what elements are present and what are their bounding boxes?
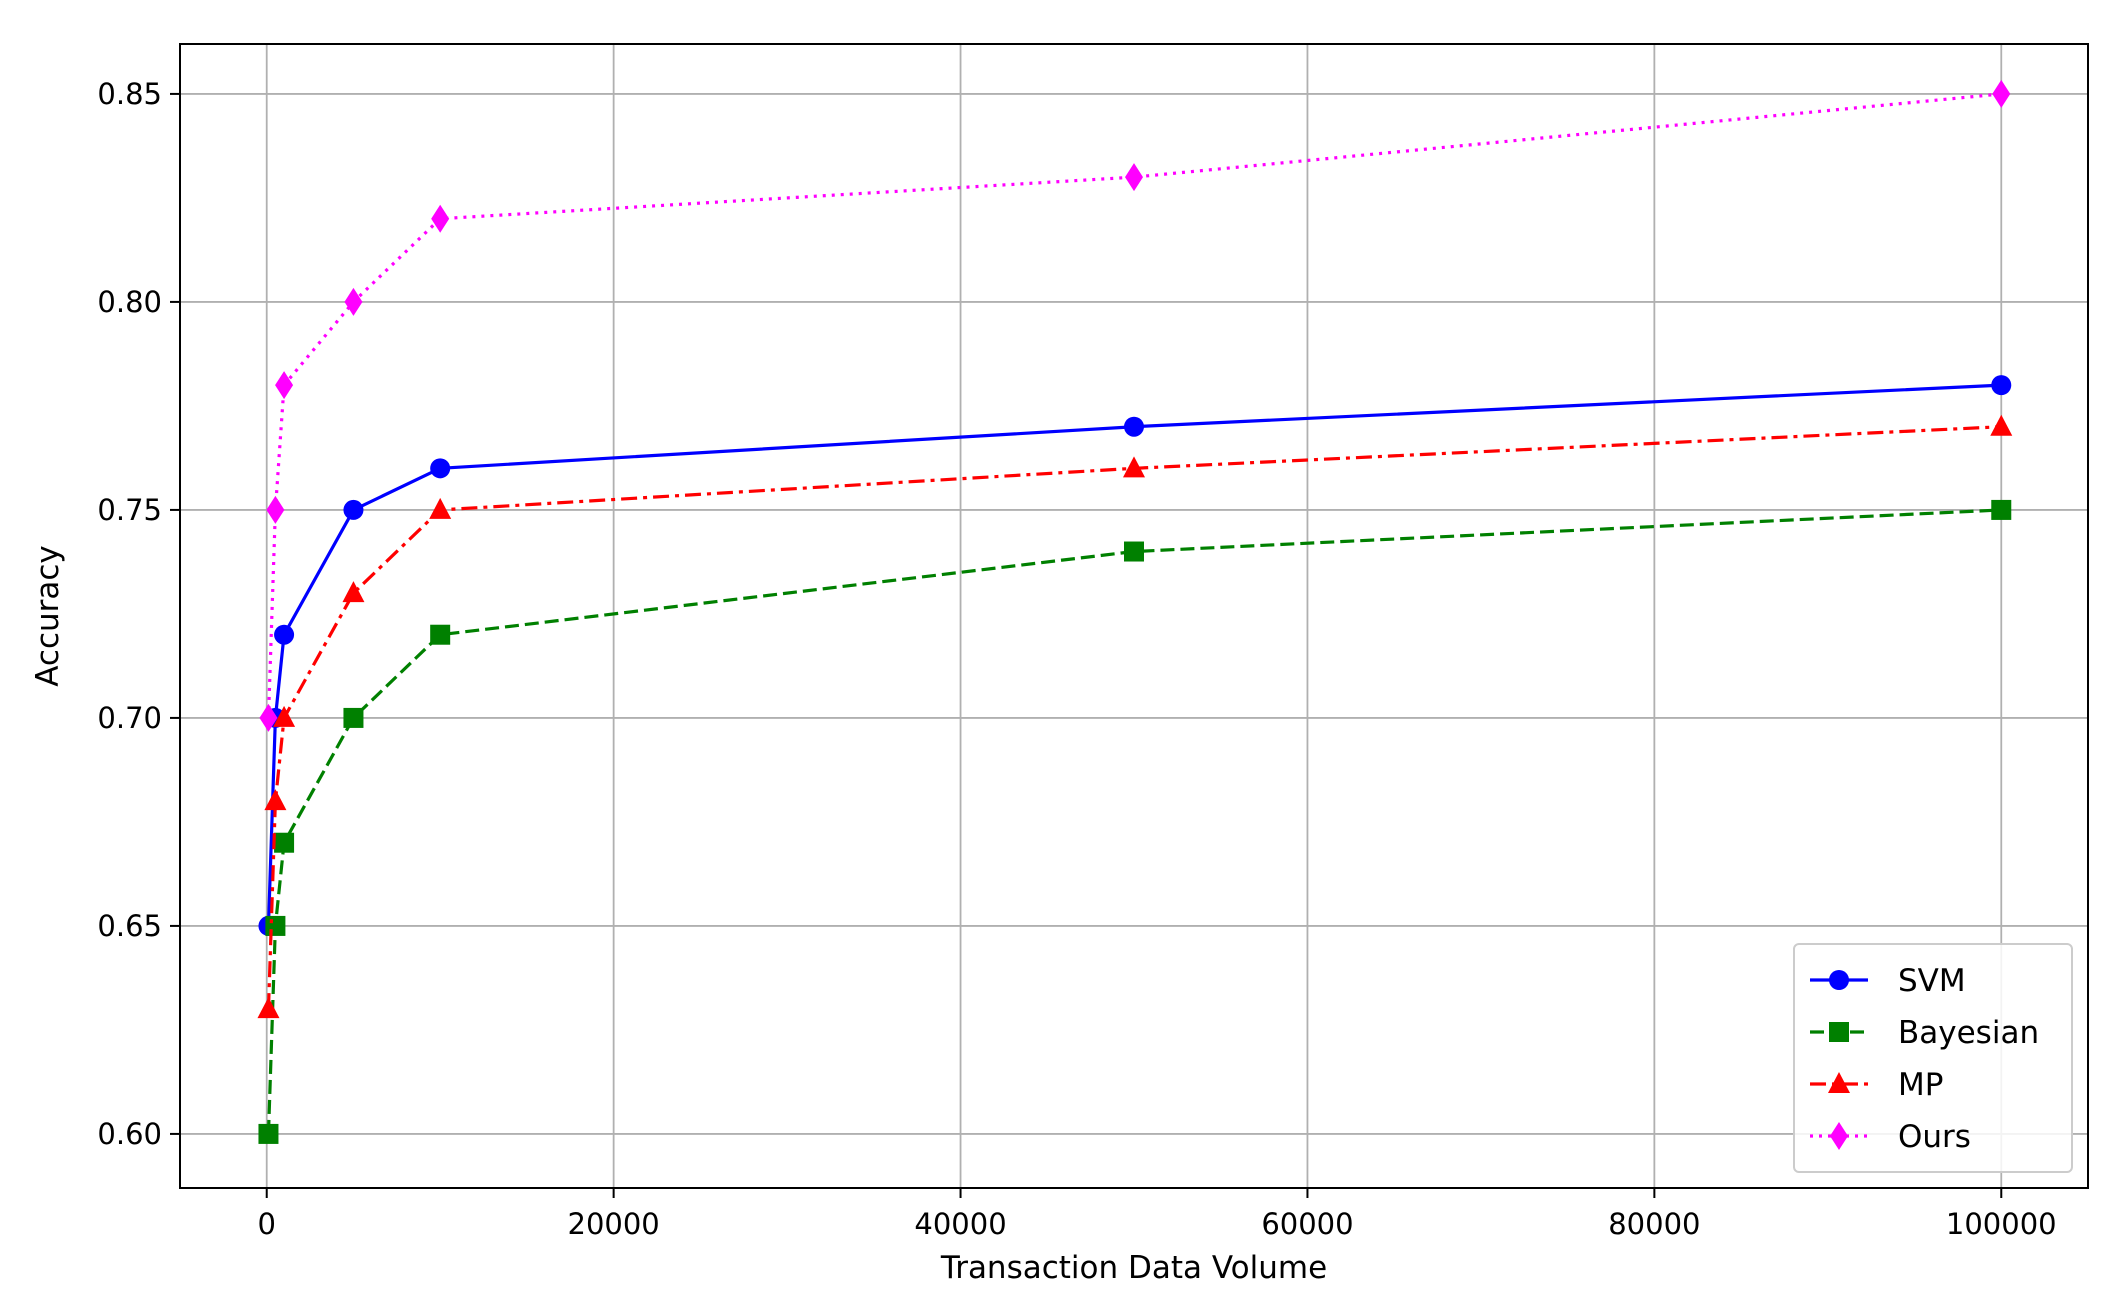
data-point-ours xyxy=(1125,163,1143,192)
legend-marker-ours xyxy=(1830,1122,1848,1150)
data-point-svm xyxy=(1991,375,2012,396)
legend-marker-mp xyxy=(1828,1072,1850,1093)
legend-label-ours: Ours xyxy=(1898,1119,1971,1155)
x-tick-label: 80000 xyxy=(1608,1207,1700,1241)
series-ours xyxy=(259,79,2011,732)
x-tick-label: 100000 xyxy=(1946,1207,2057,1241)
data-point-bayesian xyxy=(265,915,286,936)
data-point-mp xyxy=(1123,456,1145,478)
data-point-mp xyxy=(264,789,287,811)
data-point-svm xyxy=(430,458,451,479)
data-point-mp xyxy=(257,997,280,1019)
legend-marker-bayesian xyxy=(1829,1022,1849,1042)
x-tick-label: 40000 xyxy=(914,1207,1006,1241)
data-point-bayesian xyxy=(274,832,295,853)
series-layer xyxy=(257,79,2013,1144)
y-tick-label: 0.70 xyxy=(97,701,162,735)
data-point-svm xyxy=(274,624,295,645)
data-point-mp xyxy=(429,497,452,519)
y-tick-label: 0.75 xyxy=(97,493,162,527)
data-point-svm xyxy=(1124,416,1144,437)
data-point-bayesian xyxy=(1124,541,1144,562)
x-axis-ticks: 0 20000 40000 60000 80000 100000 xyxy=(258,1188,2057,1241)
data-point-mp xyxy=(342,581,365,603)
data-point-bayesian xyxy=(1991,499,2012,520)
x-axis-label: Transaction Data Volume xyxy=(940,1250,1327,1286)
y-tick-label: 0.85 xyxy=(97,77,162,111)
legend-marker-svm xyxy=(1829,970,1849,990)
legend: SVM Bayesian MP Ours xyxy=(1793,943,2073,1173)
data-point-bayesian xyxy=(258,1123,279,1144)
data-point-ours xyxy=(259,703,278,732)
grid-lines xyxy=(180,44,2088,1188)
legend-label-mp: MP xyxy=(1898,1067,1943,1103)
legend-entry-ours: Ours xyxy=(1810,1119,1971,1155)
x-tick-label: 60000 xyxy=(1261,1207,1353,1241)
legend-box xyxy=(1793,943,2073,1173)
x-tick-label: 0 xyxy=(258,1207,276,1241)
data-point-svm xyxy=(343,499,364,520)
data-point-bayesian xyxy=(343,707,364,728)
series-line-bayesian xyxy=(266,508,2002,1134)
data-point-mp xyxy=(273,705,296,727)
legend-label-bayesian: Bayesian xyxy=(1898,1015,2039,1051)
y-axis-ticks: 0.60 0.65 0.70 0.75 0.80 0.85 xyxy=(97,77,180,1151)
legend-entry-mp: MP xyxy=(1810,1067,1943,1103)
data-point-ours xyxy=(431,204,450,233)
series-bayesian xyxy=(258,499,2012,1144)
legend-label-svm: SVM xyxy=(1898,963,1966,999)
data-point-ours xyxy=(1992,79,2011,108)
data-point-bayesian xyxy=(430,624,451,645)
data-point-ours xyxy=(344,287,363,316)
data-point-ours xyxy=(275,371,294,400)
legend-entry-svm: SVM xyxy=(1810,963,1966,999)
x-tick-label: 20000 xyxy=(568,1207,660,1241)
legend-entry-bayesian: Bayesian xyxy=(1810,1015,2039,1051)
series-mp xyxy=(257,414,2013,1019)
y-axis-label: Accuracy xyxy=(30,545,66,687)
data-point-ours xyxy=(266,495,285,524)
data-point-mp xyxy=(1990,414,2013,436)
plot-frame xyxy=(179,43,2089,1189)
y-tick-label: 0.65 xyxy=(97,909,162,943)
y-tick-label: 0.60 xyxy=(97,1117,162,1151)
y-tick-label: 0.80 xyxy=(97,285,162,319)
